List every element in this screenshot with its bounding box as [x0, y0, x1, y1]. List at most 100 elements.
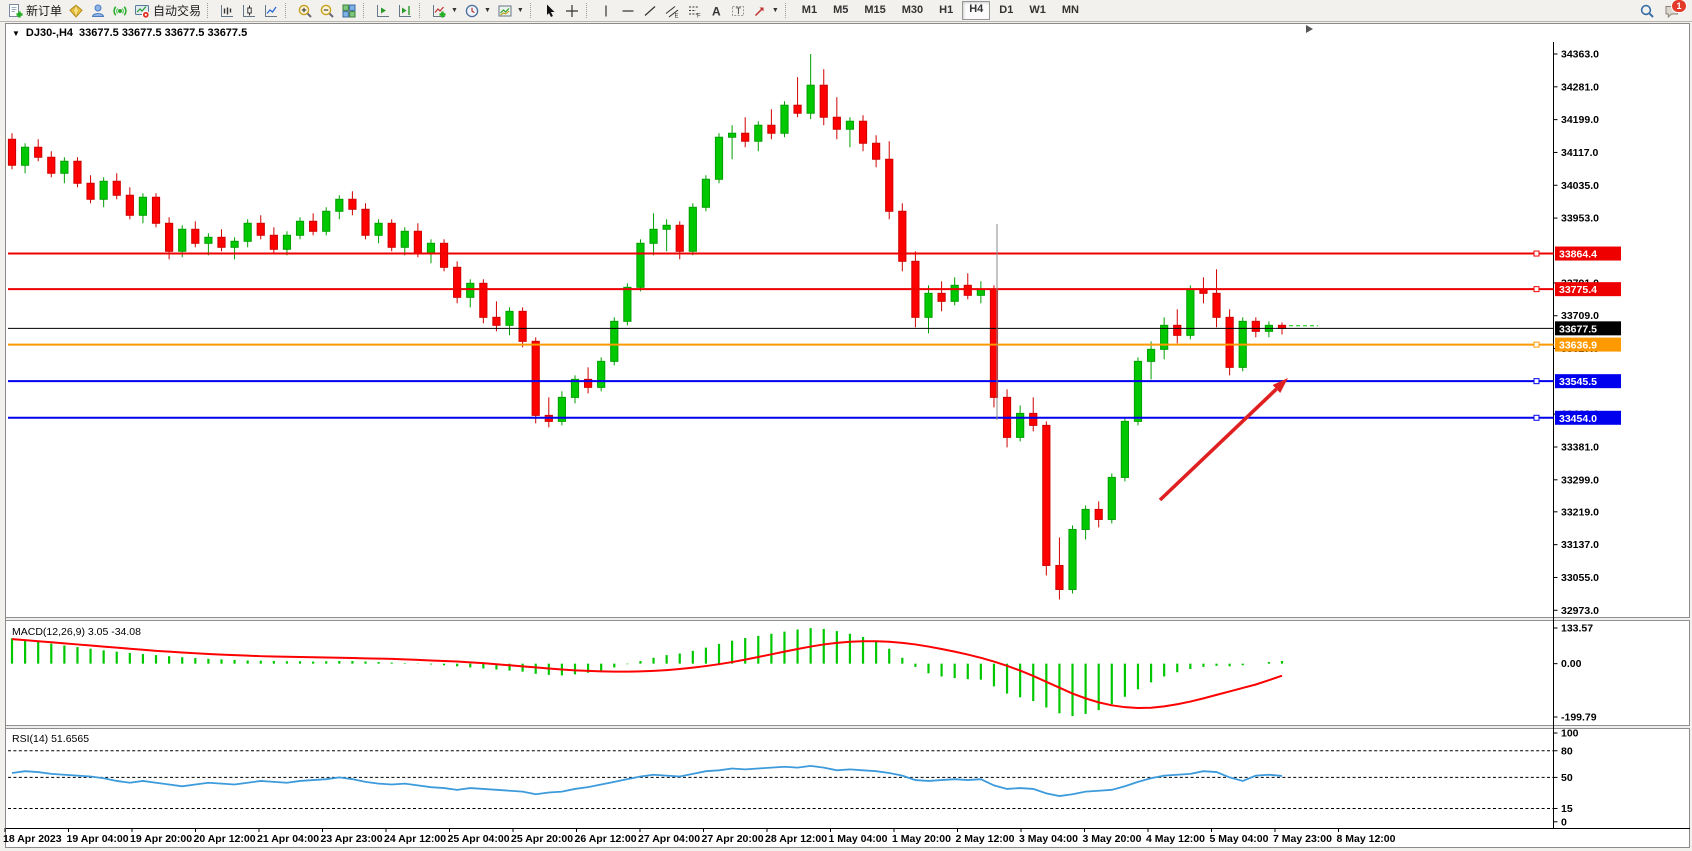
- tile-windows-button[interactable]: [338, 1, 360, 21]
- svg-text:25 Apr 04:00: 25 Apr 04:00: [448, 833, 510, 845]
- chevron-down-icon[interactable]: ▼: [12, 28, 20, 38]
- indicator-axes: 133.57 0.00 -199.79 100 80 50 150: [1553, 623, 1597, 828]
- chart-ohlc-values: 33677.5 33677.5 33677.5 33677.5: [79, 27, 248, 39]
- macd-indicator-label: MACD(12,26,9) 3.05 -34.08: [12, 626, 141, 638]
- horizontal-line-tool[interactable]: [617, 1, 639, 21]
- time-axis: 18 Apr 2023 19 Apr 04:00 19 Apr 20:00 20 Ap…: [3, 828, 1396, 845]
- svg-text:27 Apr 04:00: 27 Apr 04:00: [638, 833, 700, 845]
- candlestick-chart-button[interactable]: [238, 1, 260, 21]
- line-chart-icon: [265, 4, 278, 17]
- svg-text:0: 0: [1561, 816, 1567, 828]
- crosshair-button[interactable]: [561, 1, 583, 21]
- svg-text:33219.0: 33219.0: [1561, 506, 1599, 518]
- timeframe-m30[interactable]: M30: [901, 4, 924, 16]
- signals-button[interactable]: [109, 1, 131, 21]
- candlestick-icon: [243, 4, 256, 17]
- community-button[interactable]: [87, 1, 109, 21]
- auto-scroll-button[interactable]: [372, 1, 394, 21]
- horizontal-level-lines[interactable]: 33864.4 33775.4 33677.5 33636.9 33545.5 33454…: [8, 246, 1621, 425]
- toolbar: 新订单 自动交易 ▼ ▼: [0, 0, 1692, 22]
- svg-text:33299.0: 33299.0: [1561, 474, 1599, 486]
- tile-windows-icon: [342, 4, 356, 18]
- text-icon: A: [712, 4, 721, 18]
- cursor-button[interactable]: [539, 1, 561, 21]
- chart-shift-marker: [1306, 25, 1313, 33]
- svg-text:3 May 20:00: 3 May 20:00: [1083, 833, 1142, 845]
- svg-text:34117.0: 34117.0: [1561, 147, 1599, 159]
- signal-icon: [113, 5, 127, 16]
- timeframe-w1[interactable]: W1: [1029, 4, 1046, 16]
- line-chart-button[interactable]: [260, 1, 282, 21]
- zoom-in-icon: [298, 4, 312, 18]
- timeframe-toolbar: M1 M5 M15 M30 H1 H4 D1 W1 MN: [794, 1, 1087, 20]
- svg-text:26 Apr 12:00: 26 Apr 12:00: [575, 833, 637, 845]
- svg-text:33545.5: 33545.5: [1559, 376, 1597, 388]
- svg-text:34199.0: 34199.0: [1561, 114, 1599, 126]
- svg-text:33137.0: 33137.0: [1561, 539, 1599, 551]
- svg-text:F: F: [697, 13, 701, 19]
- svg-text:24 Apr 12:00: 24 Apr 12:00: [384, 833, 446, 845]
- fibonacci-tool[interactable]: F: [683, 1, 705, 21]
- svg-text:33636.9: 33636.9: [1559, 340, 1597, 352]
- timeframe-m1[interactable]: M1: [801, 4, 818, 16]
- bar-chart-button[interactable]: [216, 1, 238, 21]
- chart-shift-button[interactable]: [394, 1, 416, 21]
- chart-shift-icon: [399, 4, 412, 17]
- market-watch-button[interactable]: [65, 1, 87, 21]
- timeframe-mn[interactable]: MN: [1061, 4, 1079, 16]
- rsi-indicator-label: RSI(14) 51.6565: [12, 733, 90, 745]
- vertical-line-tool[interactable]: [595, 1, 617, 21]
- zoom-in-button[interactable]: [294, 1, 316, 21]
- timeframe-h1[interactable]: H1: [939, 4, 954, 16]
- svg-text:133.57: 133.57: [1561, 623, 1593, 635]
- svg-text:33709.0: 33709.0: [1561, 310, 1599, 322]
- chevron-down-icon: ▼: [451, 7, 458, 14]
- svg-text:4 May 12:00: 4 May 12:00: [1146, 833, 1205, 845]
- chart-symbol-period: DJ30-,H4: [25, 27, 73, 39]
- svg-text:34363.0: 34363.0: [1561, 49, 1599, 61]
- trend-arrow[interactable]: [1158, 378, 1288, 502]
- vertical-line-icon: [605, 5, 607, 16]
- channel-tool[interactable]: E: [661, 1, 683, 21]
- new-order-icon: [9, 3, 23, 17]
- toolbar-grip: [285, 3, 290, 18]
- arrows-tool[interactable]: ▼: [749, 1, 782, 21]
- macd-panel: [10, 628, 1284, 716]
- notifications-button[interactable]: 1: [1664, 0, 1687, 19]
- text-label-tool[interactable]: T: [727, 1, 749, 21]
- toolbar-grip: [419, 3, 424, 18]
- svg-text:34035.0: 34035.0: [1561, 180, 1599, 192]
- arrow-tool-icon: [754, 7, 764, 16]
- auto-trading-button[interactable]: 自动交易: [131, 1, 204, 21]
- svg-text:33864.4: 33864.4: [1559, 249, 1597, 261]
- periods-button[interactable]: ▼: [461, 1, 494, 21]
- horizontal-line-icon: [622, 9, 634, 12]
- svg-text:1 May 04:00: 1 May 04:00: [829, 833, 888, 845]
- svg-text:32973.0: 32973.0: [1561, 605, 1599, 617]
- chart-window: [5, 23, 1690, 848]
- timeframe-h4[interactable]: H4: [962, 1, 991, 20]
- svg-text:19 Apr 20:00: 19 Apr 20:00: [130, 833, 192, 845]
- add-indicator-icon: [433, 4, 446, 17]
- svg-text:33953.0: 33953.0: [1561, 213, 1599, 225]
- toolbar-grip: [784, 3, 790, 18]
- svg-text:15: 15: [1561, 803, 1573, 815]
- templates-button[interactable]: ▼: [494, 1, 527, 21]
- new-order-button[interactable]: 新订单: [4, 1, 65, 21]
- template-icon: [498, 5, 512, 16]
- add-indicator-button[interactable]: ▼: [428, 1, 461, 21]
- text-tool[interactable]: A: [705, 1, 727, 21]
- timeframe-m5[interactable]: M5: [833, 4, 849, 16]
- svg-text:21 Apr 04:00: 21 Apr 04:00: [257, 833, 319, 845]
- search-icon[interactable]: [1639, 3, 1655, 19]
- channel-icon: E: [665, 5, 678, 19]
- trendline-tool[interactable]: [639, 1, 661, 21]
- person-icon: [91, 4, 105, 17]
- notification-badge: 1: [1671, 0, 1687, 13]
- crosshair-icon: [565, 4, 578, 17]
- auto-scroll-icon: [377, 4, 390, 17]
- timeframe-d1[interactable]: D1: [999, 4, 1014, 16]
- zoom-out-button[interactable]: [316, 1, 338, 21]
- timeframe-m15[interactable]: M15: [864, 4, 886, 16]
